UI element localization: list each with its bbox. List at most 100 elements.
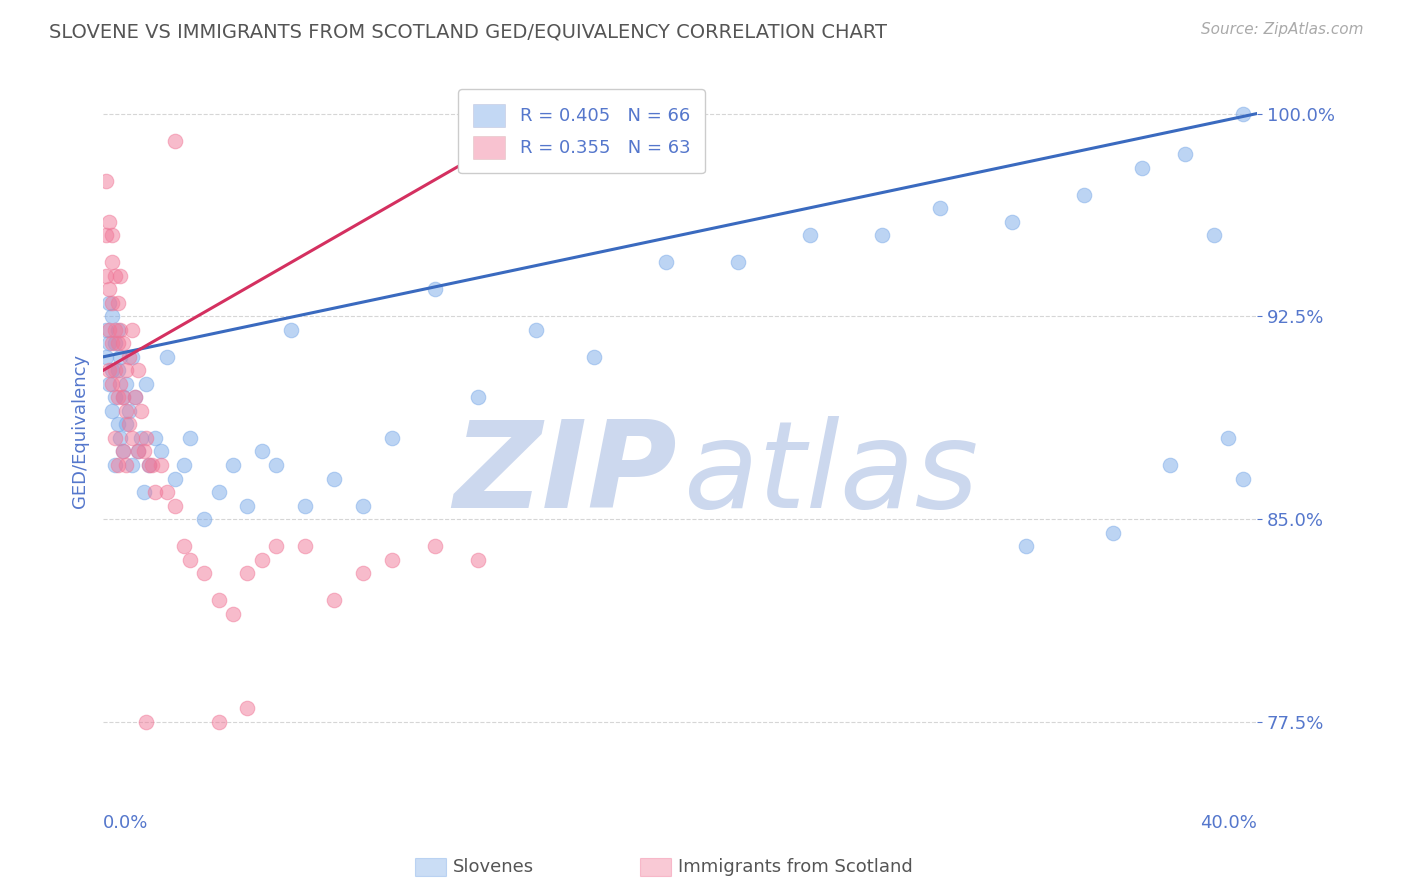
Point (97, 376, 120, 391)
Point (173, 458, 195, 472)
Point (121, 458, 143, 472)
Point (524, 323, 547, 337)
Point (110, 350, 132, 364)
Point (101, 363, 124, 377)
Point (143, 431, 166, 445)
Point (121, 431, 143, 445)
Point (222, 607, 245, 621)
Point (799, 228, 821, 243)
Point (173, 539, 195, 553)
Point (115, 363, 138, 377)
Point (110, 268, 132, 283)
Point (97, 295, 120, 310)
Text: Immigrants from Scotland: Immigrants from Scotland (678, 858, 912, 876)
Point (124, 391, 146, 405)
Point (118, 417, 141, 432)
Point (928, 201, 950, 215)
Point (107, 295, 129, 310)
Point (250, 552, 273, 566)
Point (132, 485, 155, 500)
Point (94, 228, 117, 243)
Point (135, 431, 157, 445)
Point (1015, 539, 1038, 553)
Point (165, 134, 187, 148)
Point (322, 593, 344, 607)
Point (107, 363, 129, 377)
Point (141, 458, 163, 472)
Text: 40.0%: 40.0% (1201, 814, 1257, 832)
Point (101, 376, 124, 391)
Point (582, 350, 605, 364)
Point (94, 174, 117, 188)
Point (423, 282, 446, 296)
Point (107, 458, 129, 472)
Point (107, 391, 129, 405)
Point (124, 391, 146, 405)
Point (132, 444, 155, 458)
Point (121, 323, 143, 337)
Point (97, 215, 120, 229)
Point (110, 323, 132, 337)
Point (280, 323, 302, 337)
Point (104, 363, 127, 377)
Point (127, 444, 149, 458)
Point (129, 404, 152, 418)
Point (467, 391, 489, 405)
Point (101, 310, 124, 324)
Point (107, 323, 129, 337)
Point (870, 228, 893, 243)
Point (179, 431, 201, 445)
Point (1232, 106, 1254, 120)
Point (94, 268, 117, 283)
Point (179, 552, 201, 566)
Point (121, 350, 143, 364)
Point (1232, 471, 1254, 485)
Text: SLOVENE VS IMMIGRANTS FROM SCOTLAND GED/EQUIVALENCY CORRELATION CHART: SLOVENE VS IMMIGRANTS FROM SCOTLAND GED/… (49, 22, 887, 41)
Point (107, 417, 129, 432)
Point (264, 539, 287, 553)
Point (138, 458, 160, 472)
Point (115, 458, 138, 472)
Point (135, 376, 157, 391)
Point (294, 539, 316, 553)
Point (222, 458, 245, 472)
Point (104, 268, 127, 283)
Point (112, 336, 135, 351)
Point (104, 391, 127, 405)
Point (101, 295, 124, 310)
Point (118, 350, 141, 364)
Point (236, 499, 259, 513)
Point (101, 255, 124, 269)
Point (104, 431, 127, 445)
Point (118, 404, 141, 418)
Legend: R = 0.405   N = 66, R = 0.355   N = 63: R = 0.405 N = 66, R = 0.355 N = 63 (458, 89, 704, 173)
Point (97, 323, 120, 337)
Point (1130, 161, 1153, 175)
Point (97, 363, 120, 377)
Point (1174, 147, 1197, 161)
Point (101, 336, 124, 351)
Point (155, 485, 177, 500)
Point (193, 566, 215, 581)
Point (115, 376, 138, 391)
Point (165, 499, 187, 513)
Point (236, 701, 259, 715)
Point (97, 336, 120, 351)
Point (250, 444, 273, 458)
Point (352, 499, 374, 513)
Point (294, 499, 316, 513)
Point (207, 485, 229, 500)
Point (129, 431, 152, 445)
Point (236, 566, 259, 581)
Point (467, 552, 489, 566)
Point (143, 485, 166, 500)
Text: Source: ZipAtlas.com: Source: ZipAtlas.com (1201, 22, 1364, 37)
Point (112, 391, 135, 405)
Text: 0.0%: 0.0% (103, 814, 149, 832)
Point (110, 431, 132, 445)
Point (1073, 187, 1095, 202)
Point (207, 593, 229, 607)
Point (127, 363, 149, 377)
Point (138, 458, 160, 472)
Point (112, 444, 135, 458)
